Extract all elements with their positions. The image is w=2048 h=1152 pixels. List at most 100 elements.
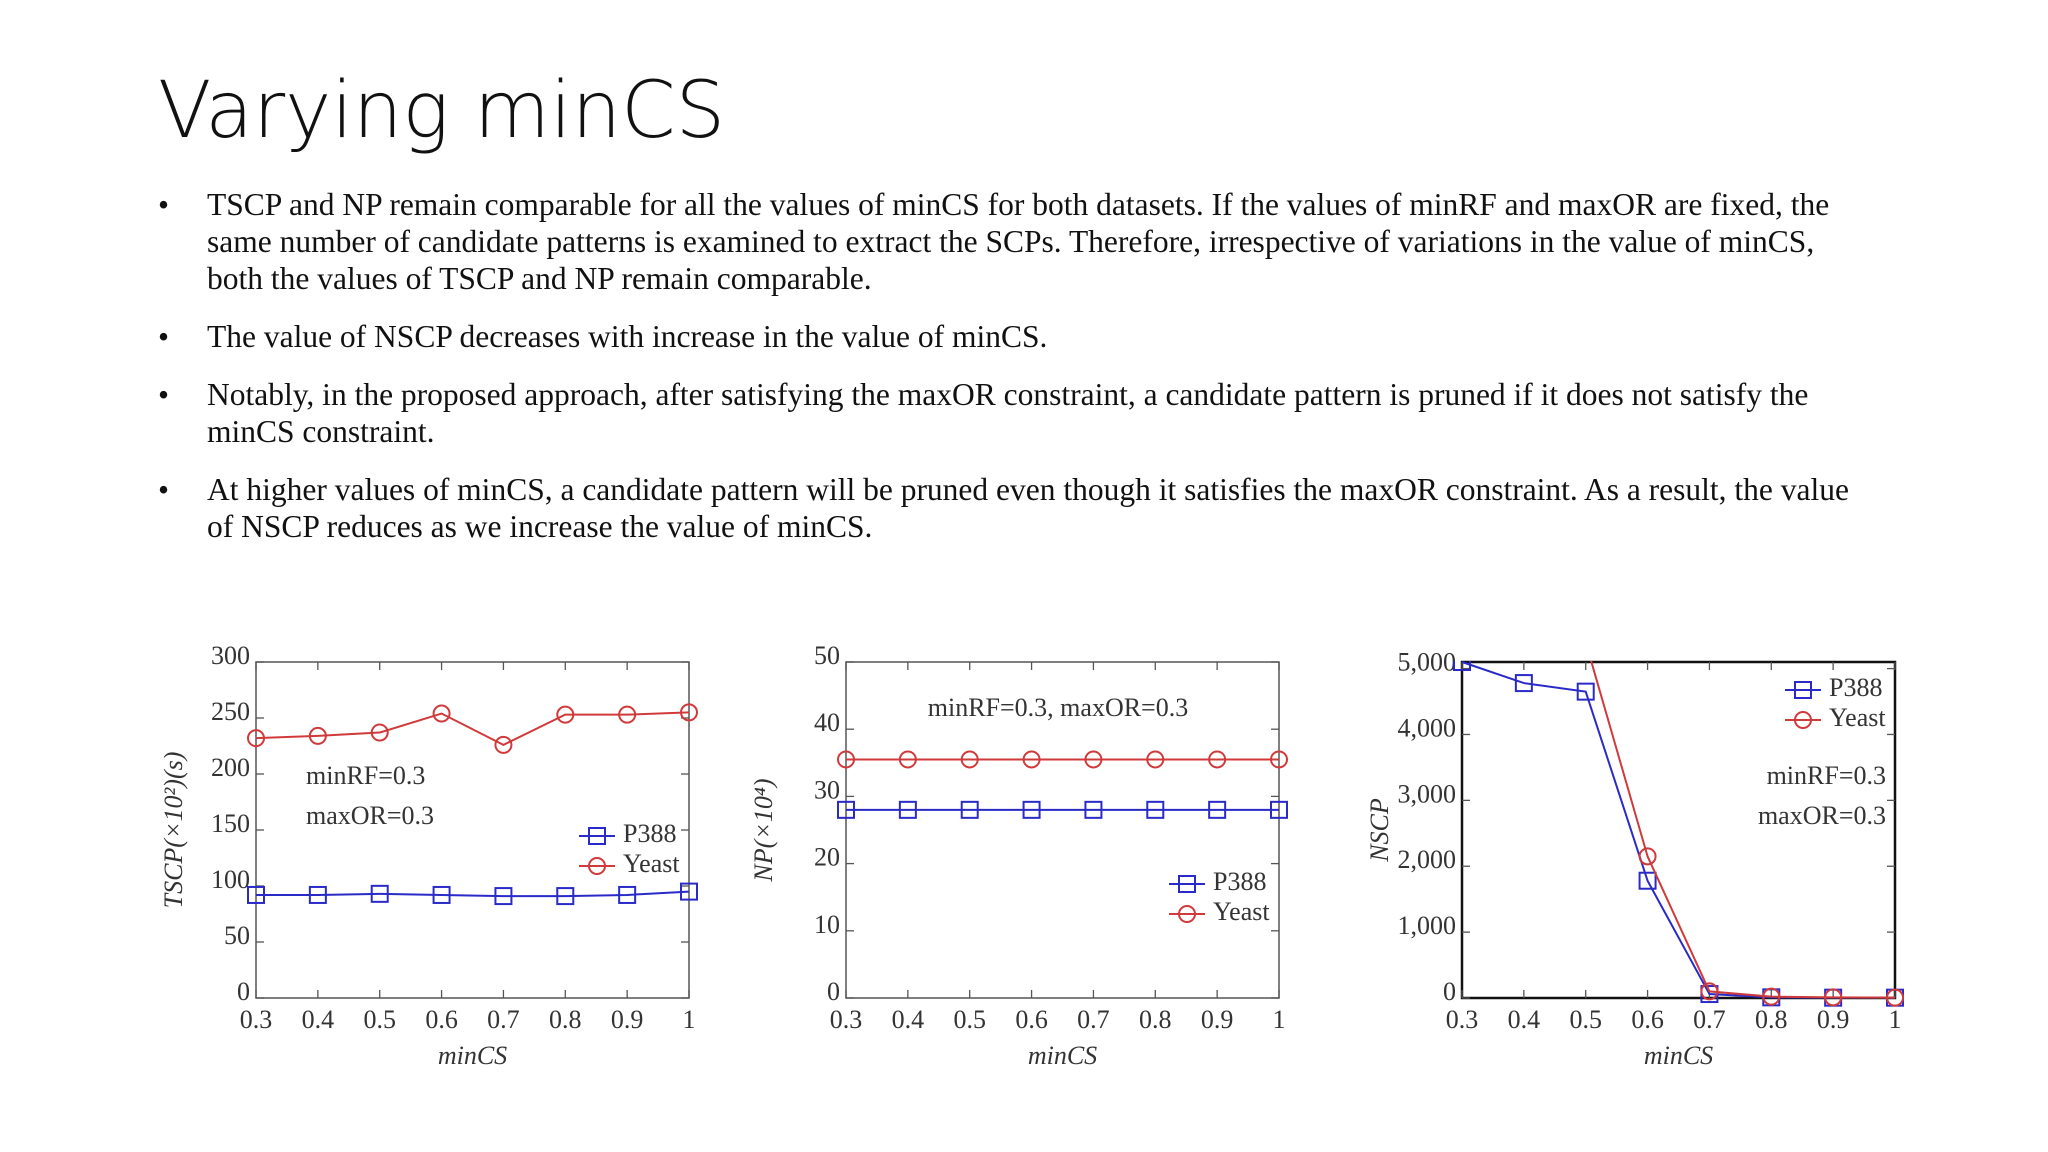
y-tick-label: 150 — [211, 809, 250, 838]
legend-label: P388 — [1829, 673, 1882, 702]
legend-label: Yeast — [623, 849, 680, 878]
x-tick-label: 0.6 — [425, 1005, 458, 1034]
y-tick-label: 300 — [211, 641, 250, 670]
marker — [556, 705, 575, 724]
marker — [1886, 988, 1904, 1007]
x-tick-label: 0.8 — [1139, 1005, 1172, 1034]
marker — [370, 884, 389, 903]
marker — [247, 885, 265, 904]
x-tick-label: 0.5 — [953, 1005, 986, 1034]
marker — [1454, 463, 1470, 479]
marker — [1022, 750, 1041, 769]
y-tick-label: 2,000 — [1398, 845, 1457, 874]
annotation: maxOR=0.3 — [1758, 801, 1886, 830]
x-tick-label: 0.5 — [363, 1005, 396, 1034]
marker — [1146, 750, 1165, 769]
marker — [1146, 800, 1165, 819]
marker — [680, 882, 698, 901]
marker — [1824, 988, 1843, 1007]
marker — [618, 885, 637, 904]
bullet: TSCP and NP remain comparable for all th… — [158, 186, 1878, 297]
marker — [556, 887, 575, 906]
series-line — [255, 711, 690, 746]
marker — [1576, 682, 1595, 701]
x-tick-label: 1 — [1273, 1005, 1286, 1034]
marker — [1638, 847, 1657, 866]
marker — [1700, 982, 1719, 1001]
y-axis-label: NSCP — [1365, 798, 1394, 863]
marker — [494, 887, 513, 906]
chart: 0.3 0.4 0.5 0.6 0.7 0.8 0.9 101020304050minCSNP… — [749, 641, 1288, 1070]
annotation: minRF=0.3 — [1767, 761, 1886, 790]
marker — [1578, 634, 1594, 650]
y-tick-label: 5,000 — [1398, 648, 1457, 677]
plot-area — [247, 703, 698, 906]
marker — [1178, 875, 1196, 893]
y-tick-label: 10 — [814, 910, 840, 939]
x-tick-label: 0.3 — [1446, 1005, 1479, 1034]
y-tick-label: 100 — [211, 865, 250, 894]
y-tick-label: 1,000 — [1398, 911, 1457, 940]
series-line — [1590, 661, 1896, 999]
plot-frame — [845, 661, 1280, 999]
y-tick-label: 50 — [814, 641, 840, 670]
y-tick-label: 3,000 — [1398, 779, 1457, 808]
y-tick-label: 4,000 — [1398, 713, 1457, 742]
x-tick-label: 0.9 — [611, 1005, 644, 1034]
marker — [494, 735, 513, 754]
chart: 0.3 0.4 0.5 0.6 0.7 0.8 0.9 1 0 1,000 2,000 3,000 4,… — [1365, 463, 1904, 1070]
x-tick-label: 1 — [683, 1005, 696, 1034]
x-tick-label: 0.5 — [1569, 1005, 1602, 1034]
marker — [1638, 871, 1657, 890]
x-tick-label: 0.6 — [1631, 1005, 1664, 1034]
marker — [308, 726, 327, 745]
x-axis-label: minCS — [1644, 1041, 1713, 1070]
marker — [1514, 674, 1533, 693]
x-tick-label: 0.7 — [487, 1005, 520, 1034]
marker — [432, 704, 451, 723]
marker — [1022, 800, 1041, 819]
marker — [1178, 905, 1196, 923]
marker — [1084, 750, 1103, 769]
x-tick-label: 0.4 — [892, 1005, 925, 1034]
marker — [1270, 750, 1288, 769]
marker — [960, 750, 979, 769]
chart: 0.3 0.4 0.5 0.6 0.7 0.8 0.9 1 0 50 100 150 200 250 300… — [159, 641, 698, 1070]
y-tick-label: 200 — [211, 753, 250, 782]
marker — [898, 800, 917, 819]
x-tick-label: 1 — [1889, 1005, 1902, 1034]
y-tick-label: 0 — [237, 977, 250, 1006]
annotation: maxOR=0.3 — [306, 801, 434, 830]
x-tick-label: 0.7 — [1077, 1005, 1110, 1034]
marker — [1453, 661, 1471, 671]
marker — [1084, 800, 1103, 819]
x-tick-label: 0.3 — [830, 1005, 863, 1034]
marker — [247, 729, 265, 748]
y-axis-label: TSCP(×10²)(s) — [159, 752, 188, 909]
y-tick-label: 20 — [814, 843, 840, 872]
y-tick-label: 50 — [224, 921, 250, 950]
annotation: minRF=0.3 — [306, 761, 425, 790]
series-line — [256, 890, 690, 898]
plot-area — [1453, 463, 1904, 1007]
legend-label: Yeast — [1213, 897, 1270, 926]
bullet-list: TSCP and NP remain comparable for all th… — [158, 186, 1878, 566]
x-tick-label: 0.4 — [1508, 1005, 1541, 1034]
marker — [1762, 987, 1781, 1006]
y-tick-label: 0 — [1443, 977, 1456, 1006]
x-tick-label: 0.8 — [549, 1005, 582, 1034]
marker — [837, 750, 855, 769]
y-axis-label: NP(×10⁴) — [749, 778, 778, 882]
marker — [680, 703, 698, 722]
x-tick-label: 0.6 — [1015, 1005, 1048, 1034]
legend-label: P388 — [623, 819, 676, 848]
marker — [1208, 800, 1227, 819]
marker — [618, 705, 637, 724]
marker — [898, 750, 917, 769]
legend-label: Yeast — [1829, 703, 1886, 732]
x-tick-label: 0.3 — [240, 1005, 273, 1034]
x-tick-label: 0.8 — [1755, 1005, 1788, 1034]
marker — [1270, 800, 1288, 819]
